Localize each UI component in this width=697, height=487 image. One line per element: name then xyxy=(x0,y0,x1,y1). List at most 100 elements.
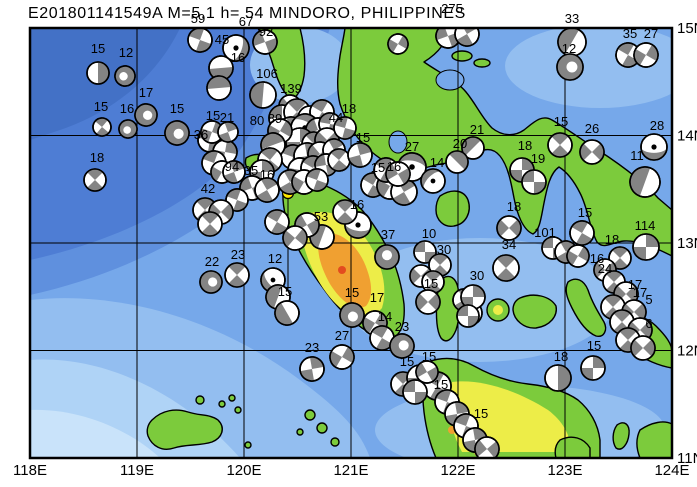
cebu-tip xyxy=(612,422,630,450)
depth-label: 23 xyxy=(305,340,319,355)
map-frame xyxy=(28,26,674,460)
depth-label: 12 xyxy=(562,41,576,56)
focal-mechanism xyxy=(254,177,280,203)
depth-label: 21 xyxy=(220,110,234,125)
marinduque-island xyxy=(435,190,470,227)
depth-label: 34 xyxy=(502,237,516,252)
focal-mechanism xyxy=(557,28,587,57)
focal-mechanism xyxy=(200,120,224,144)
depth-label: 15 xyxy=(278,284,292,299)
focal-mechanism xyxy=(327,148,351,172)
focal-mechanism xyxy=(445,150,469,174)
focal-mechanism xyxy=(421,270,445,294)
depth-label: 23 xyxy=(231,247,245,262)
depth-label: 42 xyxy=(201,181,215,196)
focal-mechanism xyxy=(615,42,641,68)
depth-label: 94 xyxy=(225,159,239,174)
lat-tick-label: 12N xyxy=(677,343,697,360)
depth-label: 92 xyxy=(259,24,273,39)
romblon-peak xyxy=(493,305,503,315)
focal-mechanism xyxy=(332,199,358,225)
depth-label: 18 xyxy=(554,349,568,364)
samar-corner xyxy=(636,421,672,458)
depth-label: 275 xyxy=(441,1,463,16)
depth-label: 18 xyxy=(518,138,532,153)
focal-mechanism xyxy=(544,364,572,392)
semirara-islet-1 xyxy=(304,409,316,421)
negros-tip xyxy=(554,436,591,458)
lon-tick-label: 119E xyxy=(120,462,154,479)
lon-tick-label: 123E xyxy=(547,462,582,479)
axis-tick-labels: 118E 119E 120E 121E 122E 123E 124E 15N 14N 13N 12N… xyxy=(13,20,697,479)
depth-label: 16 xyxy=(260,167,274,182)
depth-label: 15 xyxy=(356,130,370,145)
depth-label: 15 xyxy=(170,101,184,116)
focal-mechanism xyxy=(521,169,547,195)
depth-label: 16 xyxy=(231,50,245,65)
lat-tick-label: 15N xyxy=(677,20,697,37)
depth-label: 23 xyxy=(395,319,409,334)
sibuyan-island xyxy=(512,294,557,329)
taal-lake xyxy=(388,130,408,154)
focal-mechanism xyxy=(387,33,409,55)
focal-mechanism xyxy=(86,61,110,85)
lat-tick-label: 14N xyxy=(677,128,697,145)
depth-label: 44 xyxy=(329,110,343,125)
focal-mechanism xyxy=(496,215,522,241)
focal-mechanism xyxy=(566,244,590,268)
depth-label: 22 xyxy=(205,254,219,269)
depth-label: 15 xyxy=(578,205,592,220)
focal-mechanism xyxy=(274,300,300,326)
focal-mechanism xyxy=(385,161,411,187)
semirara-islet-3 xyxy=(330,437,340,447)
calamian-islet-3 xyxy=(228,394,236,402)
depth-label: 53 xyxy=(314,209,328,224)
depth-label: 15 xyxy=(371,160,385,175)
depth-label: 17 xyxy=(370,290,384,305)
focal-mechanism xyxy=(222,34,250,62)
focal-mechanism xyxy=(474,436,500,458)
depth-label: 35 xyxy=(623,26,637,41)
depth-label: 15 xyxy=(587,338,601,353)
depth-label: 45 xyxy=(215,32,229,47)
depth-label: 16 xyxy=(120,101,134,116)
focal-mechanism xyxy=(339,302,365,328)
depth-label: 27 xyxy=(405,139,419,154)
polillo-islet-2 xyxy=(473,58,491,68)
lon-tick-label: 121E xyxy=(333,462,368,479)
depth-label: 24 xyxy=(598,261,612,276)
focal-mechanism xyxy=(415,289,441,315)
depth-label: 18 xyxy=(90,150,104,165)
depth-label: 15 xyxy=(474,406,488,421)
depth-label: 35 xyxy=(244,163,258,178)
focal-mechanism xyxy=(299,356,325,382)
focal-mechanism xyxy=(420,168,446,194)
busuanga-island xyxy=(146,409,223,450)
depth-label: 106 xyxy=(256,66,278,81)
focal-mechanism xyxy=(630,335,656,361)
focal-mechanism xyxy=(579,139,605,165)
focal-mechanism xyxy=(118,119,138,139)
depth-label: 15 xyxy=(434,377,448,392)
focal-mechanism xyxy=(249,81,277,109)
small-islet xyxy=(244,441,252,449)
focal-mechanism xyxy=(415,360,439,384)
depth-label: 67 xyxy=(239,14,253,29)
polillo-islet xyxy=(451,50,473,62)
focal-mechanism xyxy=(206,75,232,101)
calamian-islet-1 xyxy=(195,395,205,405)
focal-mechanism xyxy=(413,240,437,264)
depth-label: 16 xyxy=(590,251,604,266)
focal-mechanism xyxy=(402,379,428,405)
focal-mechanism xyxy=(632,233,660,261)
depth-label: 11 xyxy=(630,148,644,163)
depth-label: 10 xyxy=(422,226,436,241)
semirara-islet-4 xyxy=(296,428,304,436)
depth-label: 26 xyxy=(585,121,599,136)
focal-mechanism xyxy=(556,53,584,81)
depth-label: 18 xyxy=(605,232,619,247)
focal-mechanism xyxy=(456,304,480,328)
depth-label: 15 xyxy=(424,276,438,291)
depth-label: 17 xyxy=(139,85,153,100)
